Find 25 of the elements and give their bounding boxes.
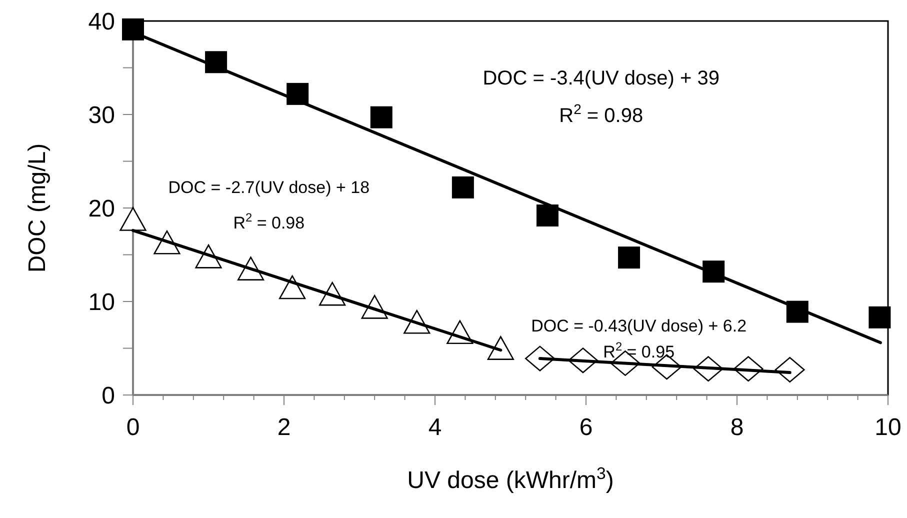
x-tick-label: 2 (277, 414, 291, 441)
x-tick-label: 0 (126, 414, 140, 441)
x-tick-label: 6 (579, 414, 593, 441)
point (536, 204, 558, 226)
y-tick-label: 30 (88, 102, 115, 129)
point (452, 176, 474, 198)
y-tick-label: 10 (88, 288, 115, 316)
y-tick-label: 40 (88, 8, 115, 36)
point (122, 18, 144, 40)
annotation: DOC = -0.43(UV dose) + 6.2 (531, 316, 747, 336)
y-tick-label: 0 (102, 382, 115, 410)
x-tick-label: 8 (730, 414, 744, 441)
x-axis-title: UV dose (kWhr/m$^{3}$) (407, 464, 614, 494)
annotation: R$^{2}$ = 0.95 (603, 340, 675, 362)
annotation: R$^{2}$ = 0.98 (233, 210, 305, 233)
annotation: R$^{2}$ = 0.98 (559, 100, 644, 127)
y-tick-label: 20 (88, 195, 115, 222)
x-tick-label: 10 (874, 414, 902, 441)
point (370, 106, 392, 128)
x-tick-label: 4 (428, 414, 442, 441)
y-axis-title: DOC (mg/L) (24, 143, 51, 273)
annotation: DOC = -3.4(UV dose) + 39 (482, 68, 720, 90)
point (868, 306, 891, 328)
point (618, 246, 640, 269)
annotation: DOC = -2.7(UV dose) + 18 (168, 178, 370, 198)
